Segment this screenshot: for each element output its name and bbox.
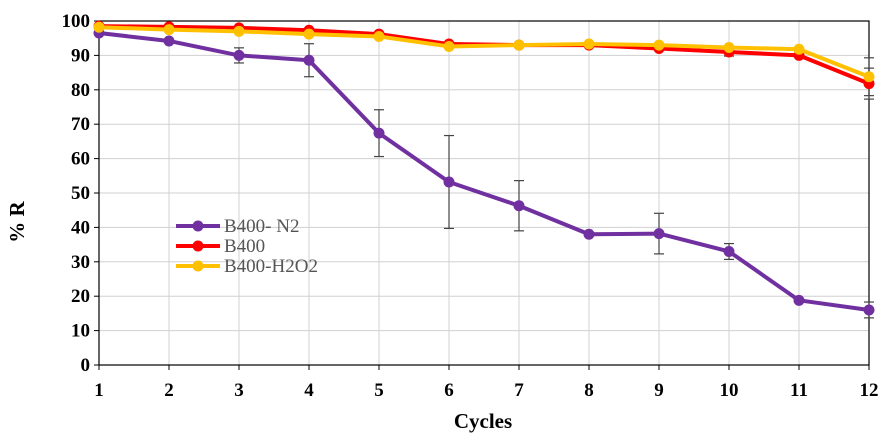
x-tick-label: 8 [584, 380, 594, 401]
x-tick-label: 6 [444, 380, 454, 401]
data-point [723, 245, 735, 257]
x-tick-label: 11 [790, 380, 808, 401]
data-point [163, 35, 175, 47]
y-tick-label: 10 [71, 321, 90, 342]
data-point [373, 30, 385, 42]
data-point [303, 28, 315, 40]
legend-label: B400-H2O2 [224, 256, 318, 277]
x-tick-label: 5 [374, 380, 384, 401]
data-point [303, 54, 315, 66]
data-point [793, 294, 805, 306]
y-tick-label: 70 [71, 114, 90, 135]
data-point [583, 38, 595, 50]
x-tick-label: 10 [720, 380, 739, 401]
legend-swatch-marker [192, 220, 204, 232]
data-point [863, 71, 875, 83]
x-tick-label: 4 [304, 380, 314, 401]
data-point [233, 25, 245, 37]
data-point [653, 39, 665, 51]
data-point [93, 21, 105, 33]
data-point [233, 49, 245, 61]
x-tick-label: 1 [94, 380, 104, 401]
data-point [863, 304, 875, 316]
data-point [653, 228, 665, 240]
y-tick-label: 0 [81, 355, 91, 376]
y-tick-label: 90 [71, 45, 90, 66]
data-point [163, 24, 175, 36]
data-point [513, 200, 525, 212]
y-tick-label: 20 [71, 286, 90, 307]
series-line [98, 25, 870, 79]
data-point [443, 176, 455, 188]
y-tick-label: 80 [71, 80, 90, 101]
y-tick-label: 100 [62, 11, 91, 32]
data-point [373, 127, 385, 139]
y-tick-label: 30 [71, 252, 90, 273]
data-point [443, 40, 455, 52]
data-point [583, 228, 595, 240]
legend-item: B400-H2O2 [176, 256, 318, 277]
y-tick-label: 50 [71, 183, 90, 204]
x-axis-title: Cycles [454, 409, 512, 433]
legend-swatch-marker [192, 260, 204, 272]
series-line [98, 24, 870, 86]
legend-item: B400 [176, 236, 265, 257]
data-point [793, 43, 805, 55]
series-lines [93, 20, 875, 316]
data-point [513, 39, 525, 51]
x-tick-label: 3 [234, 380, 244, 401]
legend-swatch-marker [192, 240, 204, 252]
x-tick-label: 12 [860, 380, 879, 401]
data-point [723, 41, 735, 53]
x-tick-label: 2 [164, 380, 174, 401]
y-axis-title: % R [5, 200, 29, 242]
x-tick-label: 9 [654, 380, 664, 401]
legend-label: B400 [224, 236, 265, 257]
legend-label: B400- N2 [224, 216, 299, 237]
y-tick-label: 40 [71, 217, 90, 238]
x-tick-label: 7 [514, 380, 524, 401]
legend-item: B400- N2 [176, 216, 299, 237]
y-tick-label: 60 [71, 149, 90, 170]
series-line [98, 31, 870, 312]
